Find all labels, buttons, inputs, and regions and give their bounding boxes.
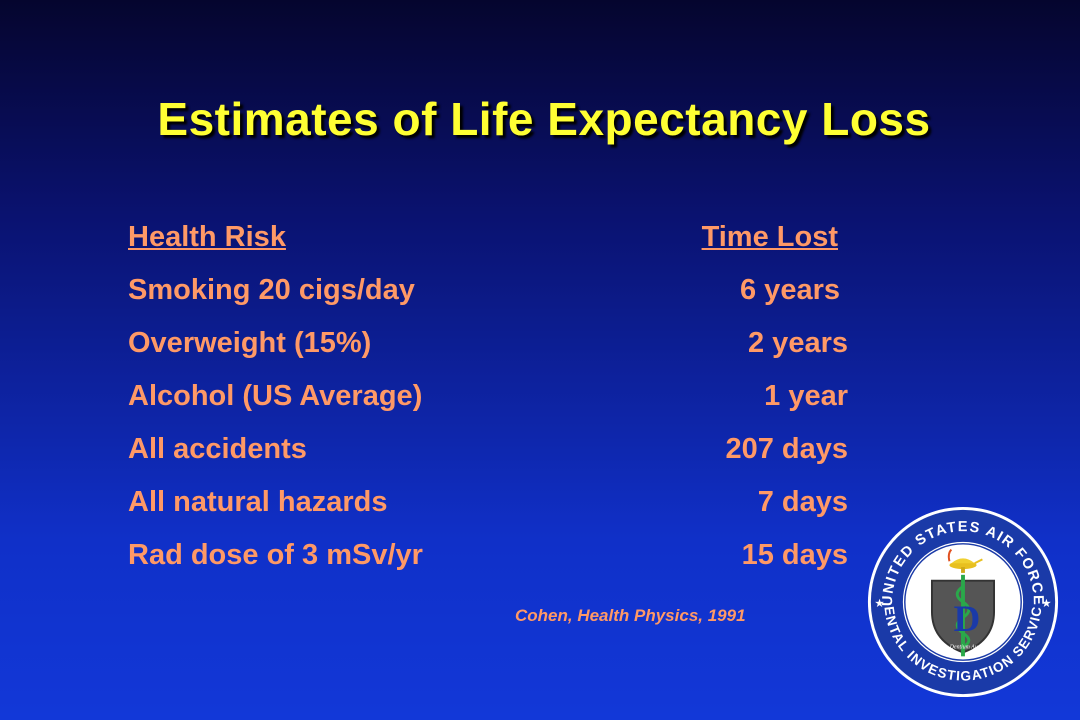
table-row: Rad dose of 3 mSv/yr 15 days	[128, 536, 848, 589]
time-lost-cell: 2 years	[748, 327, 848, 359]
seal-motto: Medicus Dentium Auxiliarum	[928, 645, 998, 651]
health-risk-cell: Alcohol (US Average)	[128, 380, 423, 412]
health-risk-cell: All natural hazards	[128, 486, 388, 518]
health-risk-cell: Overweight (15%)	[128, 327, 372, 359]
health-risk-cell: All accidents	[128, 433, 307, 465]
star-icon: ★	[874, 597, 884, 610]
table-row: Alcohol (US Average) 1 year	[128, 377, 848, 430]
life-expectancy-table: Health Risk Time Lost Smoking 20 cigs/da…	[128, 218, 848, 589]
table-row: All natural hazards 7 days	[128, 483, 848, 536]
time-lost-cell: 7 days	[757, 486, 848, 518]
dental-investigation-service-seal-logo: UNITED STATES AIR FORCE DENTAL INVESTIGA…	[866, 505, 1059, 698]
time-lost-cell: 1 year	[764, 380, 848, 412]
column-header-time-lost: Time Lost	[701, 221, 838, 253]
caduceus-icon	[955, 574, 971, 657]
star-icon: ★	[1041, 597, 1051, 610]
table-row: Smoking 20 cigs/day 6 years	[128, 271, 848, 324]
slide-title: Estimates of Life Expectancy Loss	[157, 93, 931, 145]
lamp-icon	[947, 548, 983, 573]
time-lost-cell: 6 years	[740, 274, 840, 306]
health-risk-cell: Smoking 20 cigs/day	[128, 274, 415, 306]
table-header: Health Risk Time Lost	[128, 218, 848, 271]
citation: Cohen, Health Physics, 1991	[515, 606, 746, 625]
shield-letter: D	[954, 598, 981, 639]
column-header-health-risk: Health Risk	[128, 221, 286, 253]
table-row: All accidents 207 days	[128, 430, 848, 483]
table-row: Overweight (15%) 2 years	[128, 324, 848, 377]
time-lost-cell: 207 days	[725, 433, 848, 465]
time-lost-cell: 15 days	[741, 539, 848, 571]
health-risk-cell: Rad dose of 3 mSv/yr	[128, 539, 423, 571]
